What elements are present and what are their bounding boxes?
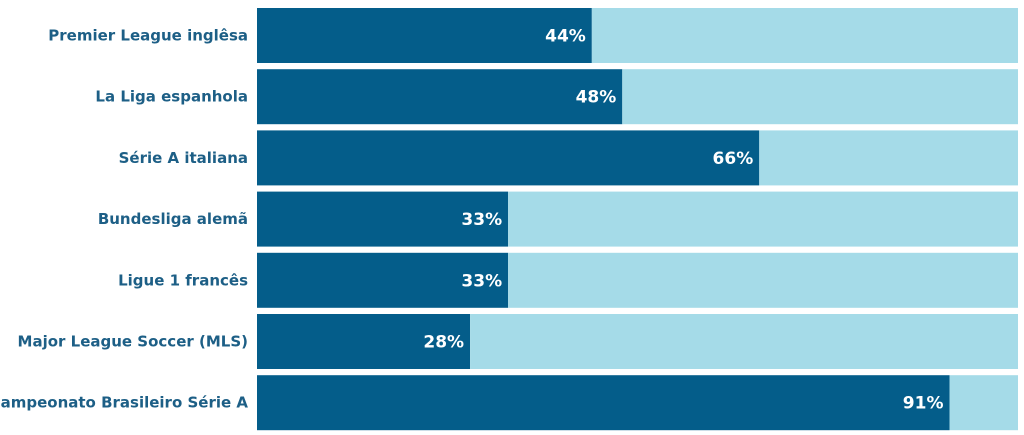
bar-segment-remainder-5 [470, 314, 1019, 369]
category-label: Série A italiana [119, 149, 248, 167]
bar-segment-primary-3 [257, 191, 509, 247]
bar-segment-remainder-3 [508, 191, 1018, 247]
category-label: Ligue 1 francês [118, 271, 248, 289]
value-label: 28% [423, 333, 464, 353]
category-label: Campeonato Brasileiro Série A [0, 394, 248, 412]
bar-segment-primary-2 [257, 130, 760, 186]
bars-group [257, 8, 1019, 431]
value-label: 91% [903, 394, 944, 414]
bar-segment-remainder-1 [622, 69, 1018, 125]
bar-segment-remainder-0 [591, 8, 1018, 63]
bar-segment-remainder-2 [759, 130, 1018, 186]
value-label: 44% [545, 27, 586, 47]
bar-segment-remainder-6 [949, 375, 1018, 431]
category-label: Bundesliga alemã [98, 210, 248, 228]
value-label: 33% [461, 210, 502, 230]
bar-segment-primary-5 [257, 314, 471, 369]
bar-segment-primary-0 [257, 8, 592, 63]
bar-segment-remainder-4 [508, 252, 1018, 308]
value-labels: 44% 48% 66% 33% 33% 28% 91% [423, 27, 943, 414]
category-label: La Liga espanhola [95, 88, 248, 106]
category-labels: Premier League inglêsa La Liga espanhola S… [0, 27, 248, 412]
category-label: Premier League inglêsa [48, 27, 248, 45]
value-label: 48% [576, 88, 617, 108]
value-label: 66% [713, 149, 754, 169]
bar-segment-primary-1 [257, 69, 623, 125]
bar-segment-primary-4 [257, 252, 509, 308]
value-label: 33% [461, 271, 502, 291]
bar-segment-primary-6 [257, 375, 950, 431]
category-label: Major League Soccer (MLS) [18, 333, 248, 351]
